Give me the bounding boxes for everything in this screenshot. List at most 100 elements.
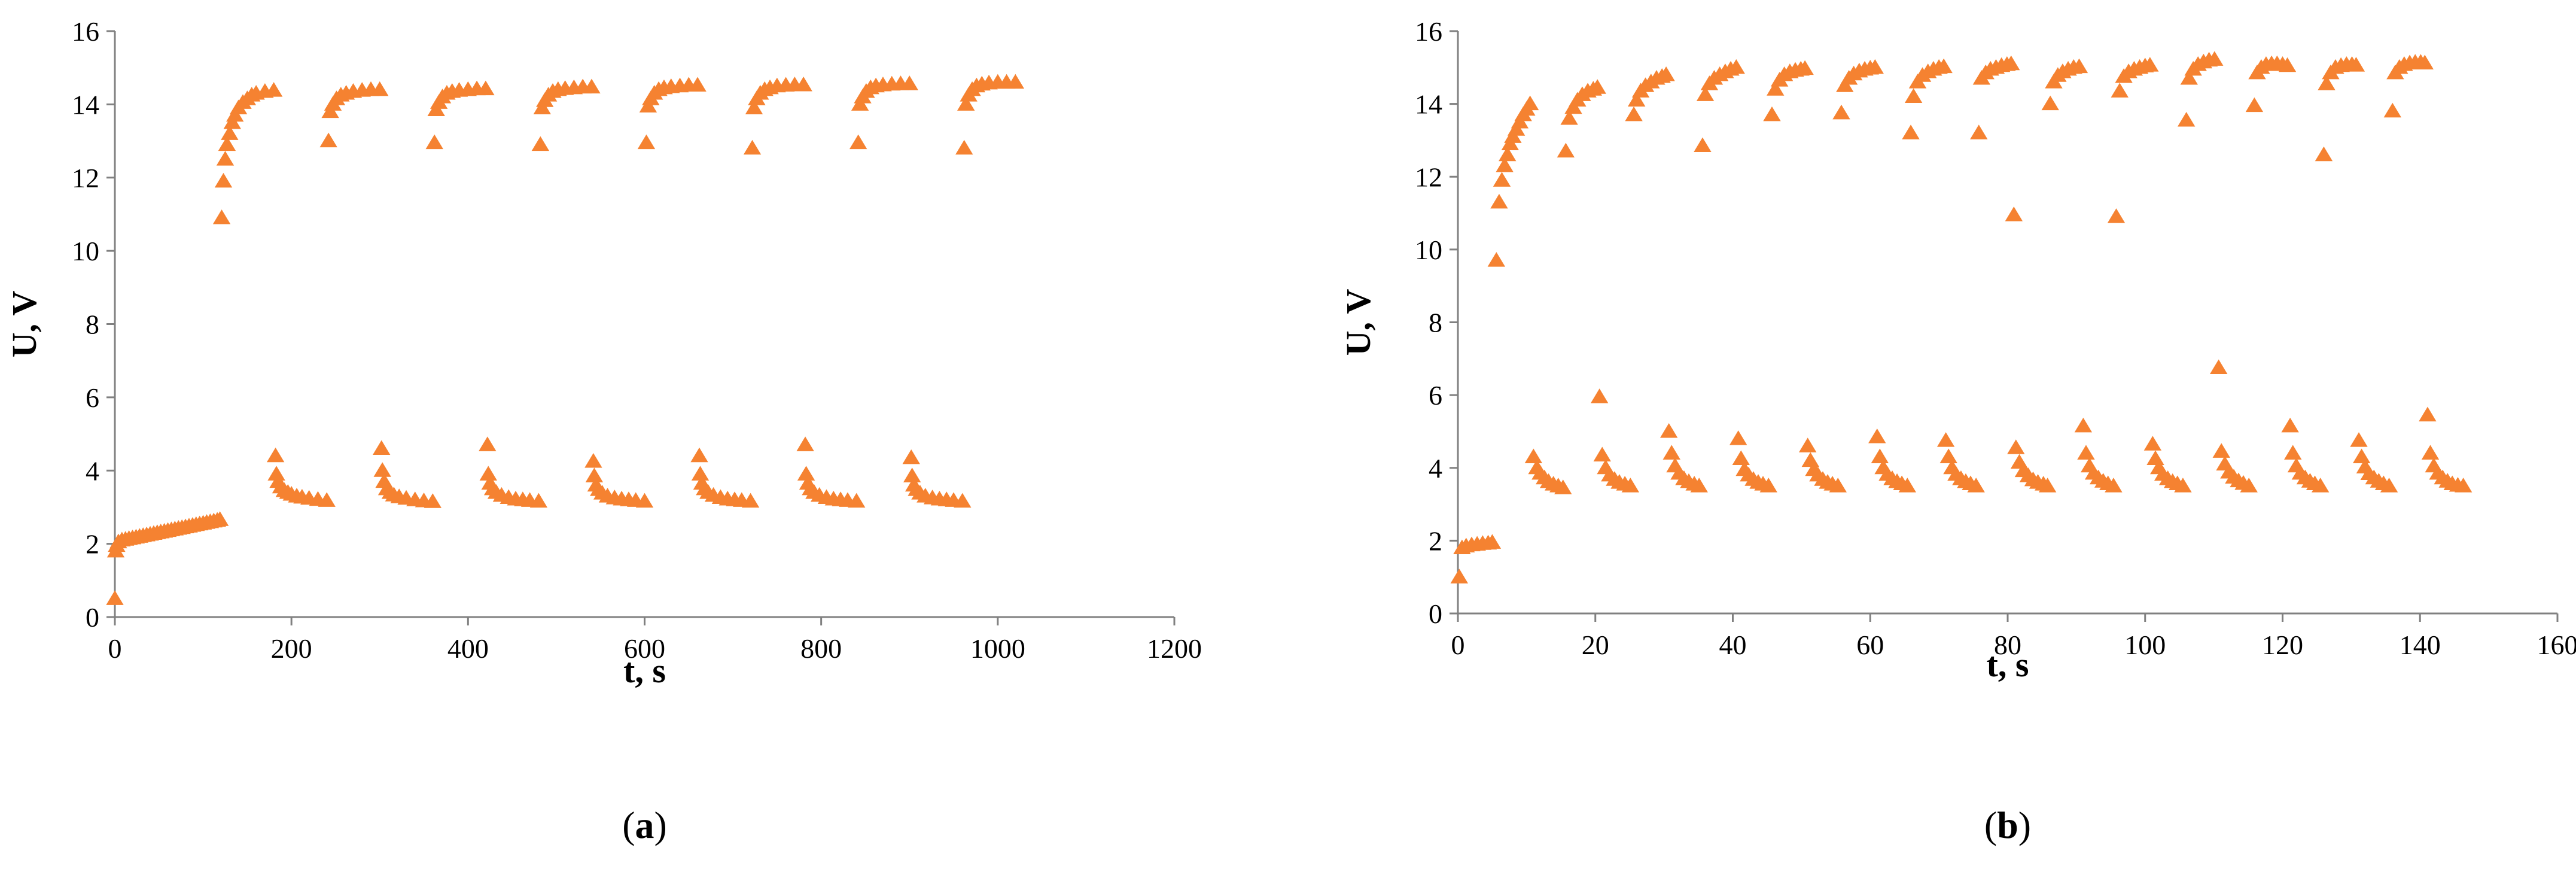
data-point [1591, 388, 1608, 403]
y-tick-label: 2 [86, 529, 99, 560]
data-point [319, 133, 337, 148]
data-point [2111, 83, 2129, 98]
data-point [1493, 172, 1511, 187]
y-tick-label: 12 [72, 163, 99, 193]
data-point [2144, 436, 2161, 451]
y-tick-label: 0 [86, 602, 99, 633]
y-tick-label: 16 [1415, 16, 1442, 47]
data-point [584, 453, 602, 468]
data-point [903, 449, 920, 464]
data-point [1594, 446, 1611, 461]
data-point [2315, 147, 2333, 162]
data-point [2281, 418, 2298, 433]
x-axis-label: t, s [623, 651, 666, 690]
data-point [2075, 418, 2092, 433]
data-point [849, 135, 867, 150]
data-point [1763, 107, 1780, 121]
data-point [1970, 124, 1987, 139]
panel-label: (a) [622, 804, 667, 846]
data-point [2108, 208, 2125, 223]
y-axis-label: U, V [5, 291, 44, 358]
data-point [1451, 569, 1468, 584]
data-point [2422, 445, 2439, 460]
data-point [2284, 445, 2301, 460]
data-point [1488, 252, 1505, 267]
data-point [1694, 138, 1711, 153]
data-point [1832, 105, 1850, 120]
data-point [2384, 103, 2401, 118]
data-point [1729, 430, 1747, 445]
data-point [215, 173, 232, 188]
data-point [532, 136, 549, 151]
data-point [267, 448, 284, 463]
data-point [2005, 206, 2023, 221]
data-point [1525, 449, 1542, 464]
data-point [106, 590, 123, 605]
data-point [479, 436, 496, 451]
y-tick-label: 6 [86, 382, 99, 413]
y-tick-label: 8 [86, 309, 99, 340]
y-tick-label: 16 [72, 16, 99, 47]
x-tick-label: 40 [1719, 630, 1747, 660]
data-point [2213, 443, 2230, 458]
data-point [2210, 360, 2227, 375]
y-tick-label: 8 [1429, 308, 1442, 338]
data-point [1663, 445, 1680, 460]
data-point [2353, 449, 2370, 464]
data-point [796, 436, 814, 451]
x-tick-label: 400 [447, 633, 489, 664]
y-tick-label: 4 [1429, 453, 1442, 484]
data-point [2246, 98, 2263, 113]
data-point [690, 448, 708, 463]
data-point [1732, 451, 1750, 466]
y-tick-label: 4 [86, 455, 99, 486]
data-point [638, 135, 655, 150]
data-point [1871, 449, 1889, 464]
data-point [2007, 439, 2024, 454]
y-tick-label: 14 [72, 89, 99, 120]
data-point [373, 440, 390, 455]
data-point [1802, 452, 1819, 467]
data-point [426, 135, 443, 150]
data-point [373, 462, 391, 477]
data-point [213, 209, 230, 224]
data-point [2178, 112, 2195, 127]
data-point [744, 140, 761, 154]
x-tick-label: 140 [2400, 630, 2441, 660]
data-point [217, 151, 234, 166]
data-point [2146, 451, 2164, 466]
x-tick-label: 120 [2262, 630, 2303, 660]
panel-label: (b) [1984, 804, 2031, 846]
data-point [1557, 143, 1575, 158]
y-tick-label: 12 [1415, 162, 1442, 192]
x-tick-label: 800 [800, 633, 842, 664]
x-tick-label: 0 [108, 633, 122, 664]
x-tick-label: 100 [2124, 630, 2166, 660]
data-point [2350, 432, 2367, 447]
x-tick-label: 20 [1582, 630, 1609, 660]
y-tick-label: 10 [1415, 235, 1442, 265]
data-point [1660, 423, 1677, 438]
x-tick-label: 1000 [970, 633, 1025, 664]
x-tick-label: 160 [2537, 630, 2576, 660]
x-tick-label: 200 [271, 633, 312, 664]
y-axis-label: U, V [1339, 289, 1378, 356]
data-point [2077, 445, 2094, 460]
data-point [1799, 438, 1816, 452]
data-point [1905, 88, 1922, 103]
data-point [955, 140, 973, 154]
data-point [1940, 449, 1957, 464]
data-point [1902, 124, 1919, 139]
y-tick-label: 2 [1429, 525, 1442, 556]
y-tick-label: 6 [1429, 380, 1442, 411]
data-point [2042, 96, 2059, 111]
data-point [1521, 96, 1539, 111]
x-axis-label: t, s [1987, 645, 2029, 684]
x-tick-label: 0 [1451, 630, 1465, 660]
x-tick-label: 60 [1856, 630, 1884, 660]
y-tick-label: 10 [72, 236, 99, 266]
